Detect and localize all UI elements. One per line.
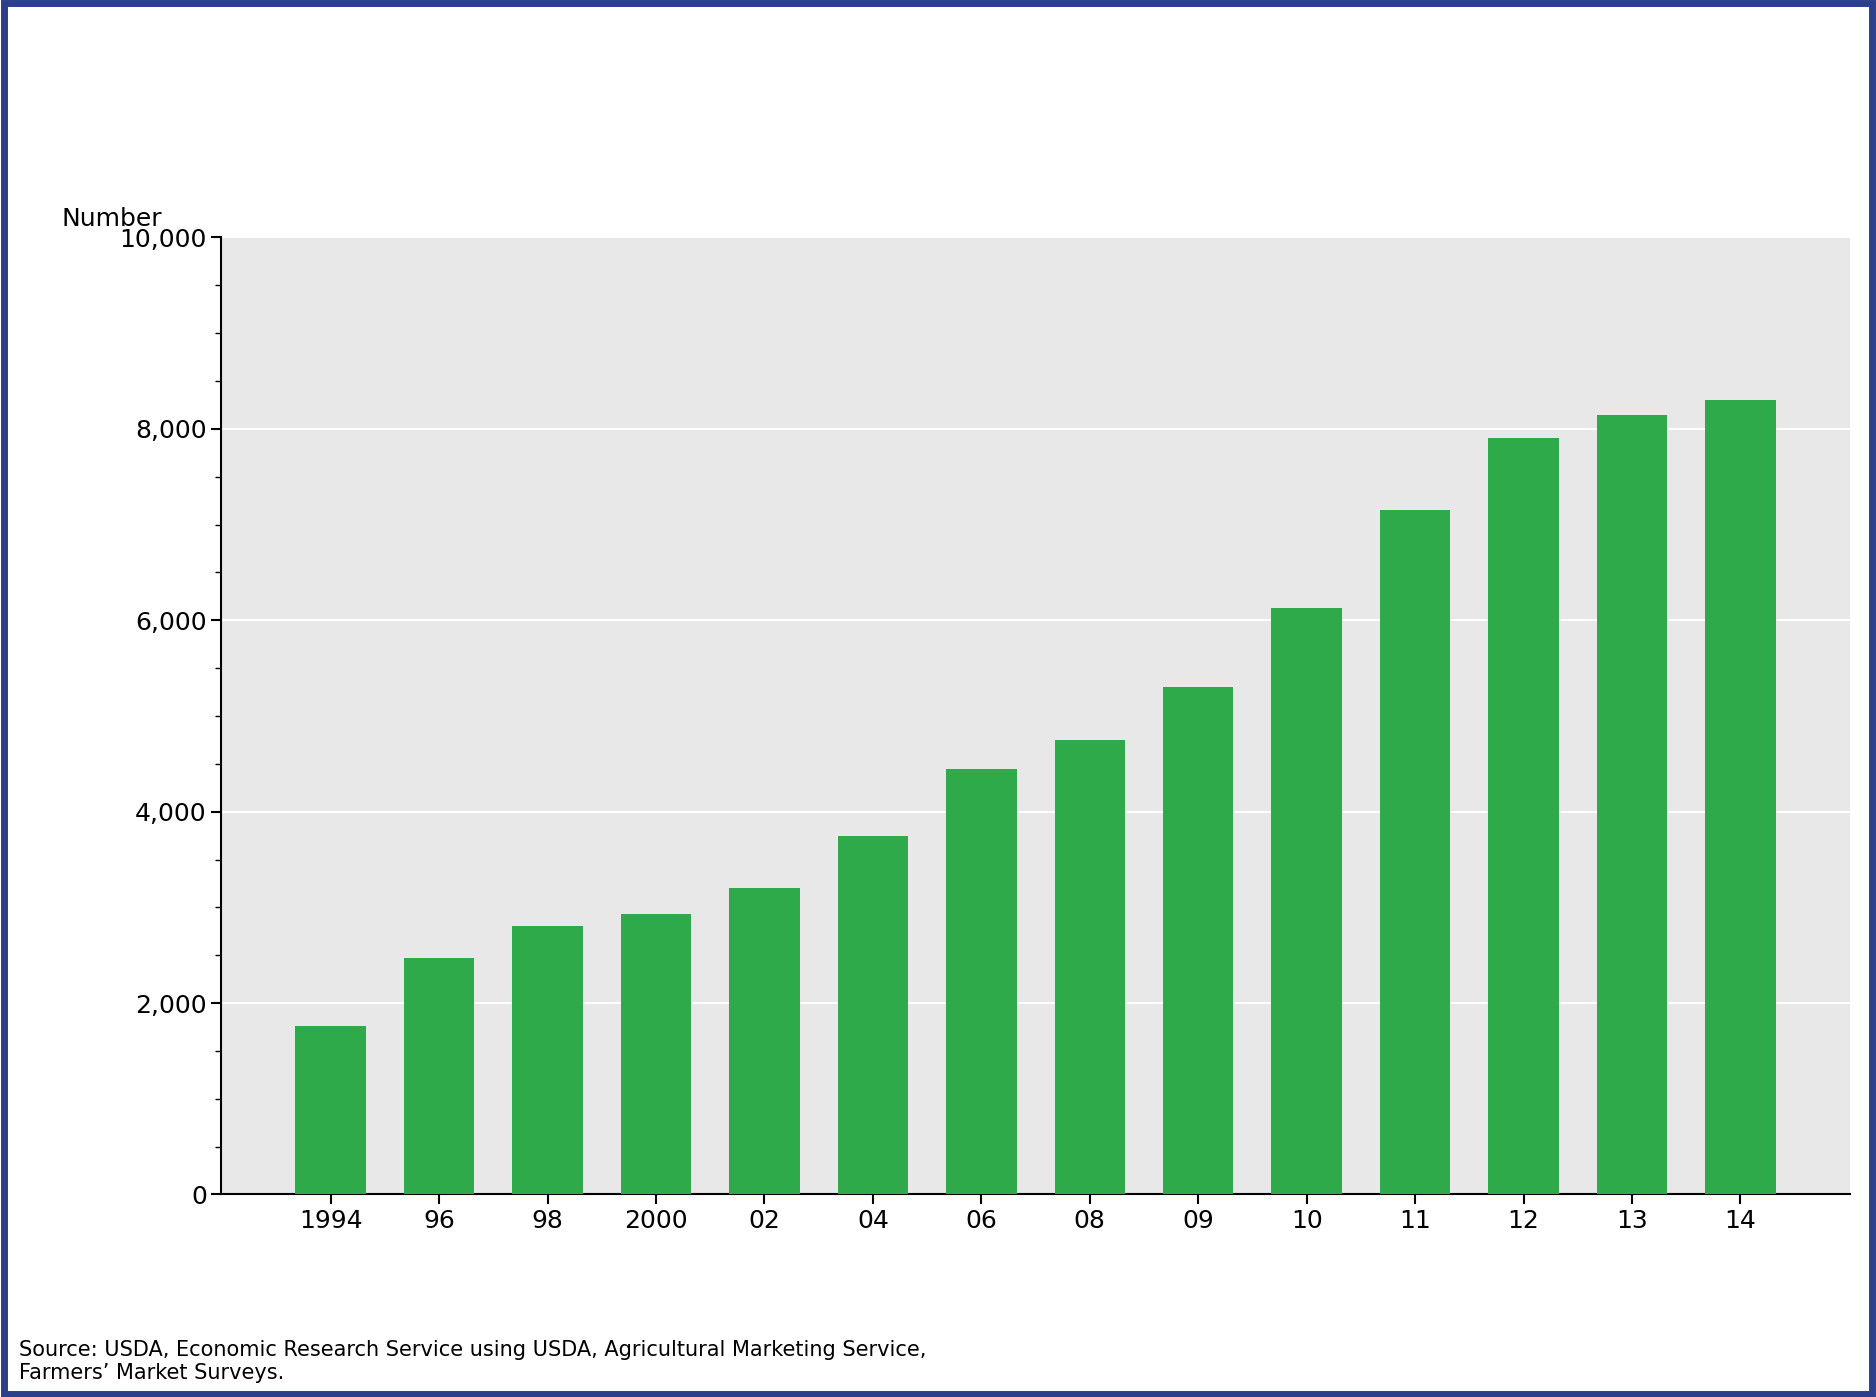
- Bar: [837, 835, 908, 1194]
- Text: U.S. farmers’ markets, 1994-2014: U.S. farmers’ markets, 1994-2014: [34, 43, 724, 78]
- Bar: [730, 888, 799, 1194]
- Text: Source: USDA, Economic Research Service using USDA, Agricultural Marketing Servi: Source: USDA, Economic Research Service …: [19, 1340, 927, 1383]
- Bar: [1705, 400, 1777, 1194]
- Bar: [1163, 687, 1234, 1194]
- Bar: [621, 914, 690, 1194]
- Bar: [1488, 439, 1559, 1194]
- Bar: [1381, 510, 1450, 1194]
- Bar: [1596, 415, 1668, 1194]
- Bar: [946, 768, 1017, 1194]
- Bar: [1272, 608, 1341, 1194]
- Bar: [1054, 740, 1126, 1194]
- Text: Number: Number: [62, 207, 163, 231]
- Bar: [403, 958, 475, 1194]
- Bar: [512, 926, 583, 1194]
- Bar: [295, 1027, 366, 1194]
